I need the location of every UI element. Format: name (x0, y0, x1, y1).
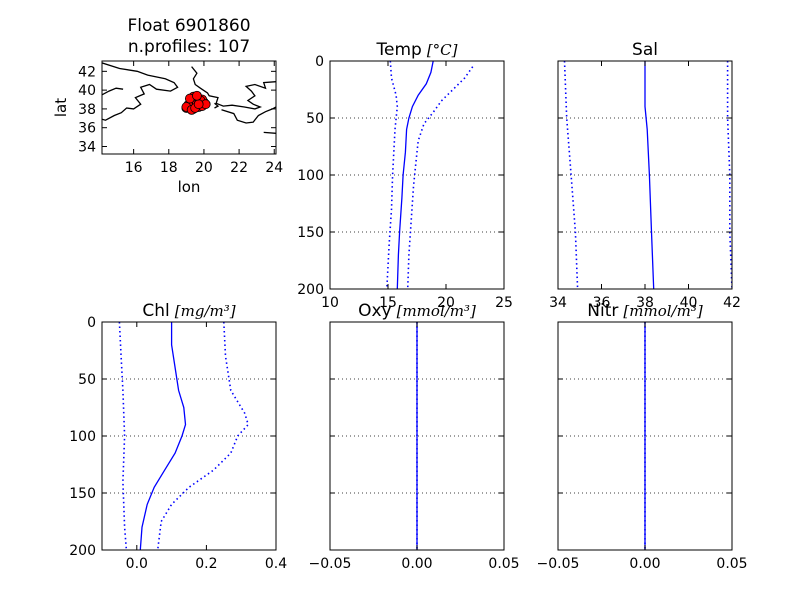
y-tick-label: 50 (78, 372, 96, 388)
x-tick-label: 0.05 (488, 556, 519, 572)
y-tick-label: 150 (297, 225, 324, 241)
coastline (102, 62, 179, 121)
x-tick-label: 36 (593, 295, 611, 311)
y-tick-label: 200 (297, 282, 324, 298)
subplot-title: Temp [°C] (376, 40, 458, 60)
coastline (102, 87, 124, 96)
x-tick-label: 0.05 (716, 556, 747, 572)
float-position-marker (193, 99, 204, 110)
envelope-profile-line (726, 61, 732, 289)
x-tick-label: 16 (125, 160, 143, 176)
x-tick-label: 0.2 (195, 556, 217, 572)
mean-profile-line (396, 61, 434, 289)
subplot-title-units: [°C] (427, 41, 458, 59)
subplot-title: Oxy [mmol/m³] (358, 301, 476, 321)
subplot-oxy: −0.05 0.00 0.05 Oxy [mmol/m³] (309, 301, 520, 572)
coastline (214, 102, 220, 109)
y-tick-label: 100 (297, 168, 324, 184)
y-tick-label: 36 (78, 121, 96, 137)
x-tick-label: 0.4 (265, 556, 287, 572)
y-tick-label: 50 (306, 111, 324, 127)
axes-frame (101, 60, 277, 155)
y-tick-label: 40 (78, 83, 96, 99)
x-tick-label: 24 (265, 160, 283, 176)
x-tick-label: 0.00 (401, 556, 432, 572)
plot-area (386, 61, 474, 289)
subplot-title: Nitr [mmol/m³] (587, 301, 703, 321)
subplot-sal: 34 36 38 40 42 Sal (549, 40, 741, 311)
map-title-line-1: Float 6901860 (127, 16, 250, 36)
subplot-title-units: [mmol/m³] (623, 302, 702, 320)
envelope-profile-line (406, 66, 474, 289)
subplot-chl: 0.0 0.2 0.4 0 50 100 150 200 Chl [mg/m³] (69, 301, 287, 572)
x-tick-label: 18 (160, 160, 178, 176)
x-tick-label: 0.00 (629, 556, 660, 572)
envelope-profile-line (563, 61, 579, 289)
plot-area (563, 61, 732, 289)
subplot-map: 16 18 20 22 24 34 36 38 40 42 Float 6901860n.profi… (52, 16, 283, 196)
subplot-title-name: Nitr (587, 301, 618, 321)
x-tick-label: 0.0 (126, 556, 148, 572)
subplot-title-name: Sal (632, 40, 658, 60)
y-tick-label: 34 (78, 139, 96, 155)
subplot-title: Sal (632, 40, 658, 60)
y-tick-label: 38 (78, 102, 96, 118)
mean-profile-line (139, 322, 187, 550)
y-tick-label: 0 (87, 315, 96, 331)
x-tick-label: 20 (437, 295, 455, 311)
coastline (191, 66, 276, 110)
x-tick-label: 34 (549, 295, 567, 311)
subplot-title: Chl [mg/m³] (142, 301, 235, 321)
plot-area (102, 62, 276, 134)
x-tick-label: 40 (680, 295, 698, 311)
subplot-nitr: −0.05 0.00 0.05 Nitr [mmol/m³] (537, 301, 748, 572)
x-tick-label: −0.05 (537, 556, 580, 572)
y-axis-label: lat (52, 98, 70, 117)
mean-profile-line (644, 61, 655, 289)
subplot-title-units: [mg/m³] (175, 302, 236, 320)
y-tick-label: 100 (69, 429, 96, 445)
float-position-marker (192, 90, 202, 101)
coastline (221, 106, 276, 124)
subplot-title-units: [mmol/m³] (397, 302, 476, 320)
x-tick-label: 42 (723, 295, 741, 311)
x-tick-label: −0.05 (309, 556, 352, 572)
y-tick-label: 0 (315, 54, 324, 70)
x-axis-label: lon (178, 178, 201, 196)
subplot-title-name: Chl (142, 301, 169, 321)
y-tick-label: 200 (69, 543, 96, 559)
subplots: 16 18 20 22 24 34 36 38 40 42 Float 6901860n.profi… (52, 16, 748, 572)
map-title-line-2: n.profiles: 107 (128, 37, 250, 57)
x-tick-label: 10 (321, 295, 339, 311)
coastline (263, 131, 276, 134)
x-tick-label: 15 (379, 295, 397, 311)
x-tick-label: 20 (195, 160, 213, 176)
plot-area (118, 322, 250, 550)
subplot-title-name: Oxy (358, 301, 392, 321)
x-tick-label: 38 (636, 295, 654, 311)
x-tick-label: 22 (230, 160, 248, 176)
y-tick-label: 42 (78, 64, 96, 80)
y-tick-label: 150 (69, 486, 96, 502)
envelope-profile-line (156, 322, 250, 550)
subplot-title-name: Temp (376, 40, 422, 60)
x-tick-label: 25 (495, 295, 513, 311)
subplot-temp: 10 15 20 25 0 50 100 150 200 Temp [°C] (297, 40, 513, 311)
